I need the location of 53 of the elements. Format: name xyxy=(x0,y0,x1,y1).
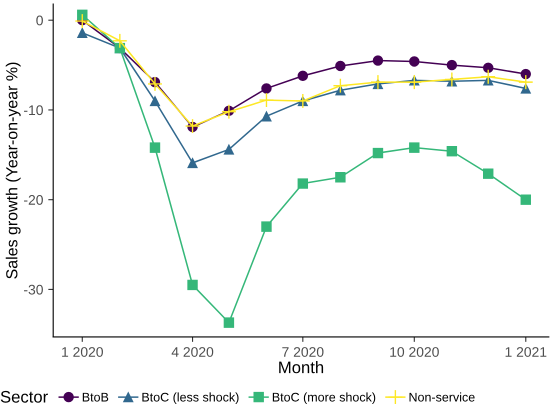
point xyxy=(147,76,163,92)
legend-label: Non-service xyxy=(410,392,475,402)
point xyxy=(483,62,494,73)
point xyxy=(258,92,274,108)
legend-label: BtoC (less shock) xyxy=(142,392,239,404)
point xyxy=(335,60,346,72)
point xyxy=(520,68,531,80)
point xyxy=(187,158,198,168)
point xyxy=(480,69,496,84)
x-tick-label: 4 2020 xyxy=(172,347,214,357)
point xyxy=(406,74,422,90)
point xyxy=(150,142,160,153)
x-tick-label: 1 2021 xyxy=(506,347,546,357)
x-tick-label: 10 2020 xyxy=(390,347,439,357)
x-axis-title: Month xyxy=(279,361,324,374)
point xyxy=(409,142,420,153)
point xyxy=(187,280,198,290)
y-tick-label: -10 xyxy=(24,105,43,116)
point xyxy=(483,168,494,179)
point xyxy=(150,96,160,106)
point xyxy=(77,28,88,38)
point xyxy=(77,10,88,20)
y-tick-label: -30 xyxy=(24,284,43,295)
point xyxy=(335,172,346,182)
point xyxy=(112,33,128,48)
point xyxy=(224,317,234,328)
point xyxy=(221,104,237,120)
point xyxy=(224,144,234,155)
point xyxy=(409,56,420,67)
point xyxy=(372,148,384,158)
point xyxy=(298,70,308,82)
point xyxy=(446,146,458,156)
y-tick-label: 0 xyxy=(36,16,43,26)
point xyxy=(298,178,308,189)
point xyxy=(261,221,272,232)
point xyxy=(332,78,348,94)
point xyxy=(261,83,272,94)
x-tick-label: 7 2020 xyxy=(282,347,324,357)
legend-label: BtoB xyxy=(82,392,108,402)
y-tick-label: -20 xyxy=(24,195,43,205)
x-tick-label: 1 2020 xyxy=(62,347,103,357)
point xyxy=(370,74,386,90)
point xyxy=(444,72,460,88)
point xyxy=(446,60,458,70)
point xyxy=(372,55,384,66)
legend-title: Sector xyxy=(0,390,48,403)
point xyxy=(184,118,200,134)
y-axis-title: Sales growth (Year-on-year %) xyxy=(6,62,21,279)
point xyxy=(518,74,534,90)
point xyxy=(74,13,90,29)
point xyxy=(520,194,531,205)
legend-label: BtoC (more shock) xyxy=(272,392,376,404)
point xyxy=(261,111,272,122)
